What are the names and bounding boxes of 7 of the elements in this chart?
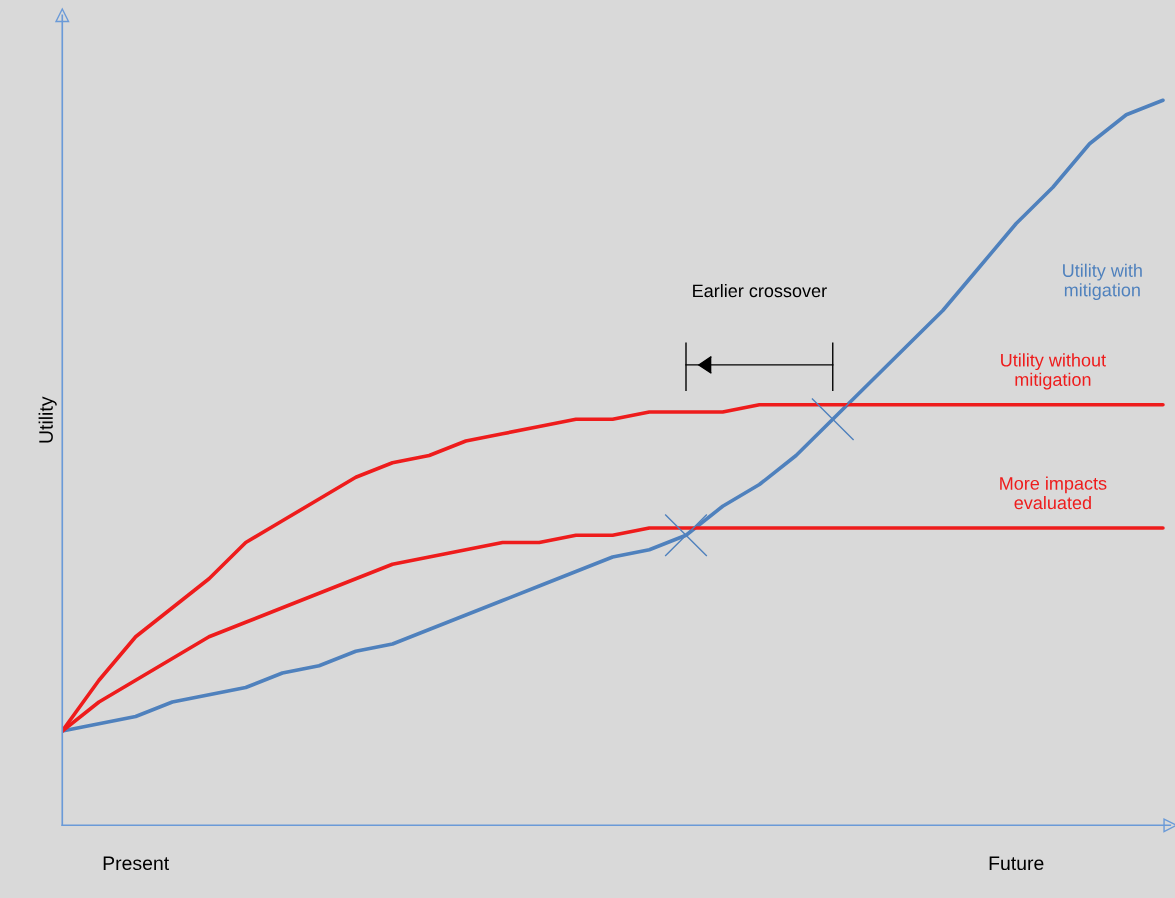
series-label: More impacts evaluated (1000, 476, 1107, 510)
annotation: Earlier crossover (693, 283, 827, 298)
y-axis-title: Utility (38, 396, 57, 443)
x-tick-label: Present (103, 856, 170, 871)
series-label: Utility without mitigation (1001, 353, 1106, 390)
text: Utility with mitigation (1063, 263, 1142, 300)
x-tick-label: Future (989, 856, 1044, 871)
